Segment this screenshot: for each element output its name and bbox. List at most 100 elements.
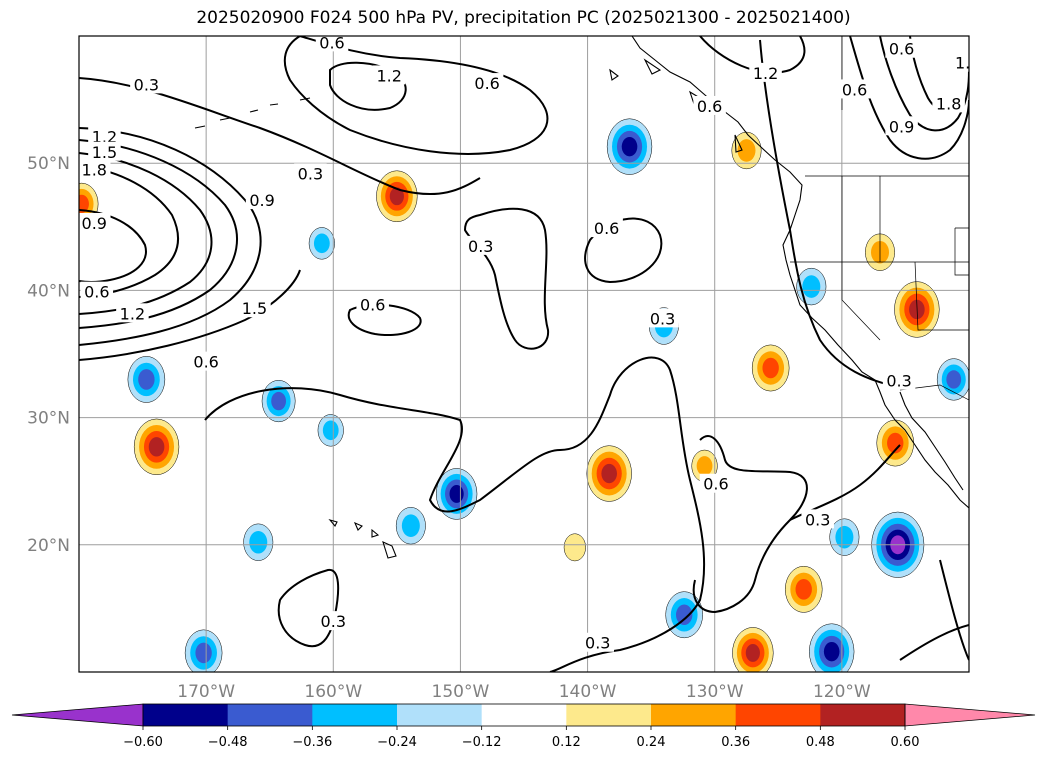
colorbar-tick-label: −0.36	[292, 735, 332, 750]
precip-negative-anomaly	[138, 369, 155, 390]
contour-label: 0.6	[360, 295, 385, 314]
precip-positive-anomaly	[563, 533, 586, 562]
contour-label: 1.2	[120, 304, 145, 323]
contour-label-bg	[189, 351, 223, 371]
contour-label-bg	[699, 473, 733, 493]
map-background	[79, 36, 969, 672]
colorbar-segment	[820, 704, 906, 726]
colorbar-tick-label: 0.24	[637, 735, 666, 750]
coastal-islands	[609, 58, 743, 153]
lat-tick-label: 40°N	[27, 281, 70, 301]
contour-label-bg	[951, 52, 969, 72]
contour-label-bg	[470, 73, 504, 93]
colorbar-segment	[397, 704, 483, 726]
colorbar-segment	[227, 704, 313, 726]
lon-tick-label: 170°W	[177, 682, 235, 702]
contour-label-bg	[590, 218, 623, 238]
contour-label: 0.3	[650, 309, 675, 328]
contour-label-bg	[79, 159, 111, 179]
colorbar-segment	[735, 704, 821, 726]
precip-negative-anomaly	[195, 642, 212, 664]
precip-positive-anomaly	[737, 139, 756, 162]
colorbar-tick-label: −0.12	[462, 735, 502, 750]
contour-label: 1.5	[242, 299, 267, 318]
lat-tick-label: 30°N	[27, 409, 70, 429]
contour-label: 0.9	[82, 214, 107, 233]
pv-contour-0.3-north	[79, 77, 481, 196]
precip-negative-anomaly	[271, 391, 287, 411]
colorbar-extend-high	[904, 703, 1036, 727]
contour-label-bg	[801, 509, 834, 529]
contour-label: 1.8	[936, 94, 961, 113]
contour-label-bg	[838, 79, 871, 99]
contour-label-bg	[693, 95, 726, 115]
contour-label-bg	[885, 116, 918, 136]
precip-negative-anomaly	[823, 641, 840, 662]
contour-label: 0.3	[134, 75, 159, 94]
colorbar-tick-label: 0.12	[552, 735, 581, 750]
precip-positive-anomaly	[79, 194, 89, 214]
contour-label: 0.6	[594, 219, 619, 238]
colorbar: −0.60 −0.48 −0.36 −0.24 −0.12 0.12 0.24 0.36 0.4…	[11, 703, 1036, 750]
lon-tick-label: 120°W	[813, 682, 871, 702]
precip-positive-anomaly	[696, 456, 713, 476]
contour-label-bg	[238, 298, 271, 318]
pv-contour-1.2-far-ne	[879, 36, 969, 132]
contour-label: 1.8	[82, 161, 107, 180]
map-frame	[78, 35, 970, 673]
precip-negative-anomaly	[835, 525, 854, 549]
colorbar-tick-label: 0.60	[891, 735, 920, 750]
contour-label: 1.2	[92, 127, 117, 146]
contour-label: 0.6	[697, 97, 722, 116]
pv-contour-1.8-west	[79, 165, 180, 298]
precip-negative-anomaly	[946, 370, 962, 389]
precip-positive-anomaly	[762, 357, 779, 379]
precip-negative-anomaly	[322, 420, 339, 441]
contour-label: 0.6	[889, 40, 914, 59]
pv-contour-0.6-southwest	[79, 269, 301, 361]
contour-label: 0.6	[319, 33, 344, 52]
contour-label: 0.9	[249, 191, 274, 210]
precip-positive-anomaly	[148, 437, 165, 457]
pv-contour-1.2-ne	[699, 36, 806, 74]
colorbar-tick-label: −0.24	[377, 735, 417, 750]
precip-negative-anomaly	[401, 514, 420, 538]
contour-label-bg	[356, 294, 389, 314]
contour-label-bg	[88, 141, 121, 161]
contour-label-bg	[315, 36, 349, 52]
pv-contour-1.2-north	[329, 61, 407, 111]
lon-tick-label: 150°W	[432, 682, 490, 702]
pv-contour-labels: 0.30.61.2 0.61.21.51.8 0.30.90.90.61.2 1.5 0…	[79, 33, 969, 653]
lat-tick-label: 50°N	[27, 154, 70, 174]
pv-contour-0.3-central	[463, 207, 550, 350]
colorbar-extend-low	[11, 703, 144, 727]
contour-label-bg	[885, 38, 918, 58]
precip-negative-anomaly	[802, 275, 821, 298]
contour-label: 0.3	[805, 510, 830, 529]
lon-tick-label: 160°W	[304, 682, 362, 702]
aleutian-islands	[194, 97, 311, 129]
contour-label: 0.6	[84, 283, 109, 302]
precip-positive-anomaly	[745, 644, 760, 662]
precip-negative-anomaly	[621, 136, 638, 157]
contour-label-bg	[294, 163, 327, 183]
contour-label: 0.3	[886, 372, 911, 391]
contour-label-bg	[581, 632, 614, 652]
contour-label: 0.9	[889, 117, 914, 136]
pv-contour-0.6-center-east	[584, 217, 663, 284]
contour-label-bg	[80, 281, 114, 301]
precip-positive-anomaly	[887, 432, 904, 454]
pv-contour-0.9-west	[79, 127, 262, 346]
contour-label: 0.6	[842, 80, 867, 99]
contour-label: 0.6	[474, 74, 499, 93]
contour-label-bg	[88, 126, 121, 146]
precip-negative-anomaly	[313, 233, 330, 254]
contour-label: 0.3	[468, 237, 493, 256]
precip-negative-anomaly	[449, 485, 464, 503]
baja-california-coastline	[899, 391, 964, 491]
state-borders	[790, 36, 969, 341]
axis-tick-labels: 170°W 160°W 150°W 140°W 130°W 120°W 20°N 30°N 40…	[27, 154, 871, 702]
precip-positive-anomaly	[389, 187, 404, 206]
gridlines	[79, 36, 969, 672]
